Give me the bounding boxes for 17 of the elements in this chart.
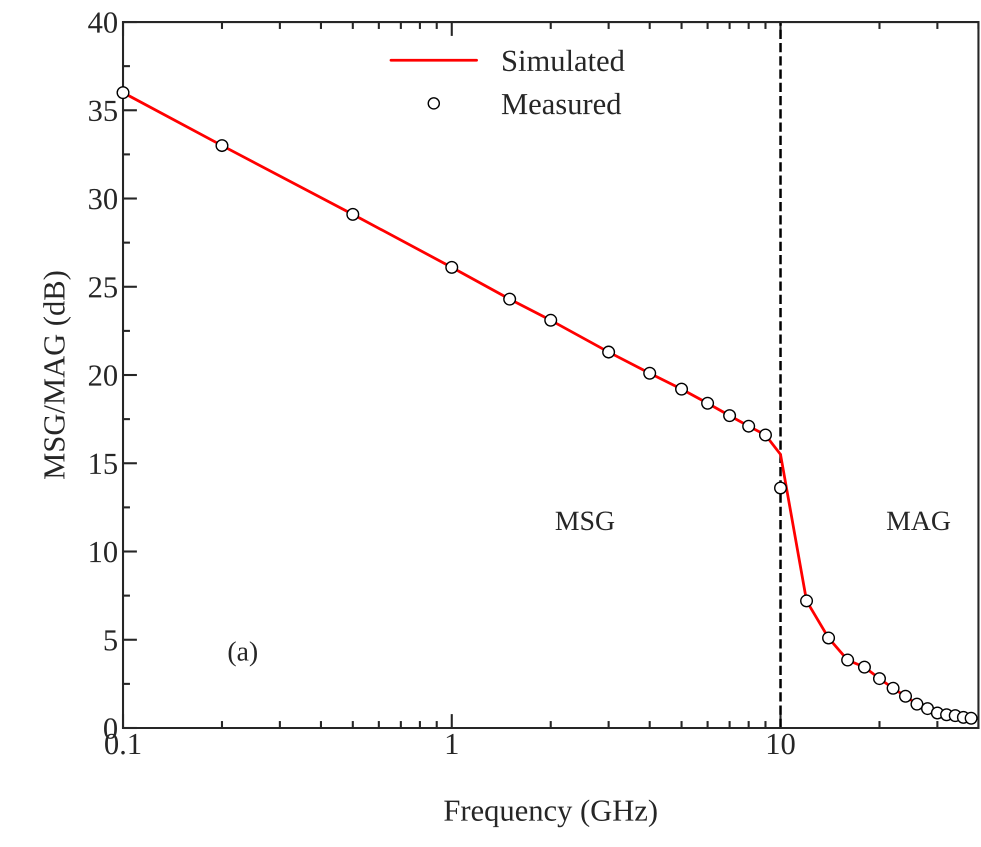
y-axis-title: MSG/MAG (dB) (43, 272, 71, 479)
y-tick-label: 15 (90, 454, 117, 474)
x-tick-label: 10 (768, 734, 795, 754)
y-tick-label: 30 (89, 188, 117, 210)
y-tick-label: 35 (89, 100, 117, 122)
y-tick-label: 20 (88, 365, 117, 386)
annotation: MSG (556, 512, 614, 530)
y-tick-label: 5 (104, 630, 117, 651)
legend-label: Measured (502, 92, 622, 114)
y-tick-label: 40 (88, 12, 117, 33)
annotation: MAG (886, 512, 950, 530)
legend-label: Simulated (503, 50, 625, 72)
y-tick-label: 25 (88, 277, 117, 298)
x-tick-label: 1 (446, 734, 458, 754)
annotation: (a) (228, 641, 257, 666)
x-axis-title: Frequency (GHz) (444, 799, 657, 828)
y-tick-label: 10 (90, 542, 117, 562)
